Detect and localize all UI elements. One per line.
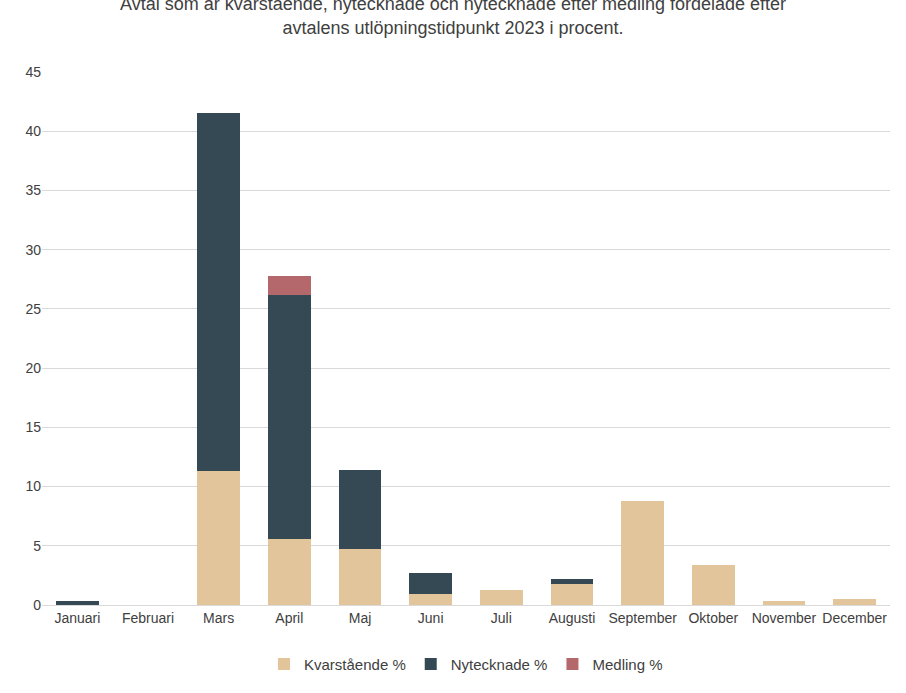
svg-text:Nytecknade %: Nytecknade % bbox=[451, 656, 548, 673]
svg-text:35: 35 bbox=[25, 182, 41, 198]
svg-text:0: 0 bbox=[33, 597, 41, 613]
svg-text:10: 10 bbox=[25, 478, 41, 494]
svg-text:Juli: Juli bbox=[491, 610, 512, 626]
svg-text:Juni: Juni bbox=[418, 610, 444, 626]
svg-text:40: 40 bbox=[25, 123, 41, 139]
svg-text:Avtal som är kvarstående, nyte: Avtal som är kvarstående, nytecknade och… bbox=[120, 0, 786, 38]
svg-text:Maj: Maj bbox=[349, 610, 372, 626]
svg-text:Oktober: Oktober bbox=[688, 610, 738, 626]
svg-text:20: 20 bbox=[25, 360, 41, 376]
svg-text:December: December bbox=[822, 610, 887, 626]
svg-text:Augusti: Augusti bbox=[549, 610, 596, 626]
svg-text:Medling %: Medling % bbox=[592, 656, 662, 673]
svg-text:November: November bbox=[752, 610, 817, 626]
svg-text:Kvarstående %: Kvarstående % bbox=[304, 656, 406, 673]
svg-text:5: 5 bbox=[33, 538, 41, 554]
svg-text:Mars: Mars bbox=[203, 610, 234, 626]
svg-text:25: 25 bbox=[25, 301, 41, 317]
svg-text:45: 45 bbox=[25, 64, 41, 80]
svg-text:Februari: Februari bbox=[122, 610, 174, 626]
svg-text:15: 15 bbox=[25, 419, 41, 435]
svg-text:April: April bbox=[275, 610, 303, 626]
svg-text:September: September bbox=[608, 610, 677, 626]
svg-text:30: 30 bbox=[25, 242, 41, 258]
svg-text:Januari: Januari bbox=[54, 610, 100, 626]
